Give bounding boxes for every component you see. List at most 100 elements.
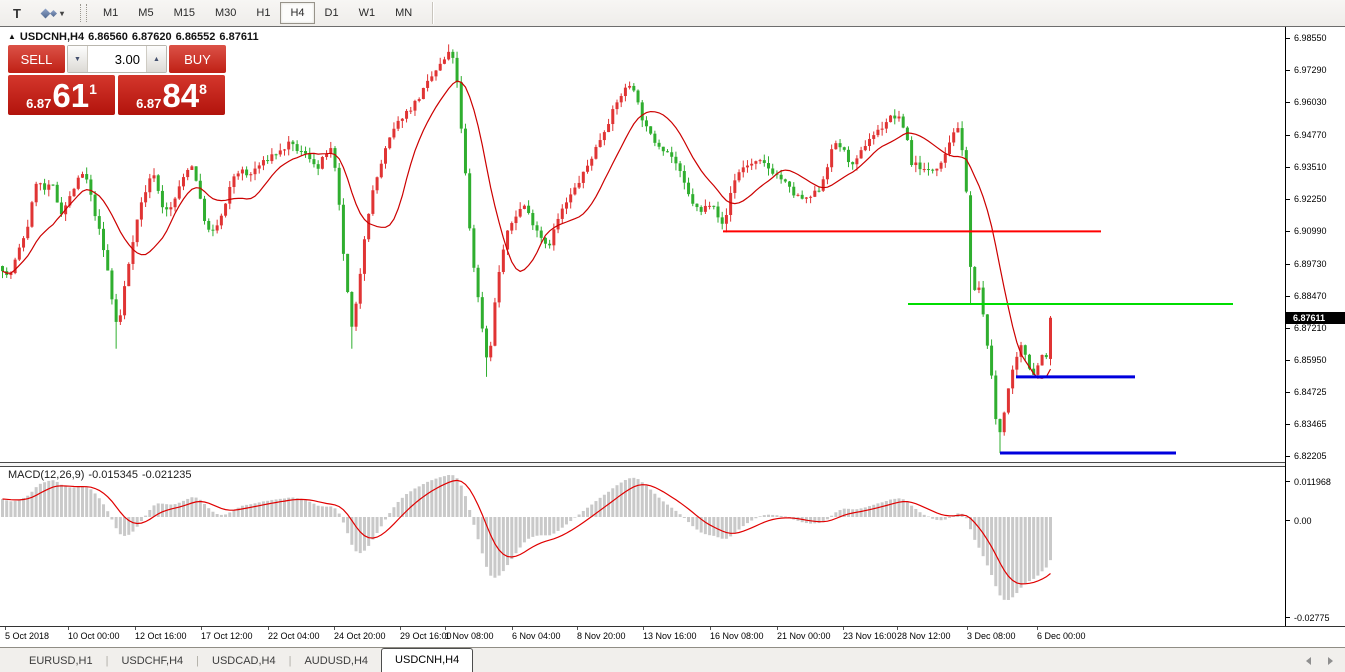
candlestick-series — [1, 44, 1052, 454]
volume-decrease-button[interactable]: ▼ — [68, 46, 88, 72]
open-value: 6.86560 — [88, 31, 128, 43]
time-tick-mark — [710, 627, 711, 630]
indicator-signal-value: -0.021235 — [141, 469, 192, 481]
macd-tick-label: 0.011968 — [1294, 477, 1331, 487]
price-tick-mark — [1286, 102, 1290, 104]
buy-price-pipette: 8 — [199, 81, 207, 97]
sell-price-pips: 61 — [52, 77, 90, 114]
chart-tab-usdcad[interactable]: USDCAD,H4 — [212, 655, 276, 667]
time-tick-label: 17 Oct 12:00 — [201, 631, 253, 641]
chart-tab-bar: EURUSD,H1 | USDCHF,H4 | USDCAD,H4 | AUDUSD,H4 U… — [0, 647, 1345, 672]
sell-button[interactable]: SELL — [8, 45, 65, 73]
buy-price-tile[interactable]: 6.87 84 8 — [118, 75, 225, 115]
price-tick-label: 6.88470 — [1294, 290, 1327, 301]
timeframe-button-d1[interactable]: D1 — [324, 7, 339, 19]
timeframe-button-m30[interactable]: M30 — [214, 7, 237, 19]
text-tool-icon[interactable]: T — [13, 5, 21, 21]
timeframe-button-m5[interactable]: M5 — [138, 7, 154, 19]
price-tick-label: 6.94770 — [1294, 129, 1327, 140]
toolbar: T ▾ M1 M5 M15 M30 H1 H4 D1 W1 MN — [0, 0, 1345, 27]
price-tick-mark — [1286, 328, 1290, 329]
volume-increase-button[interactable]: ▲ — [146, 46, 166, 72]
buy-price-base: 6.87 — [136, 96, 162, 111]
price-tick-label: 6.93510 — [1294, 161, 1327, 172]
chart-tab-usdcnh[interactable]: USDCNH,H4 — [381, 648, 474, 672]
price-tick-mark — [1286, 166, 1290, 168]
time-tick-label: 3 Dec 08:00 — [967, 631, 1016, 641]
collapse-panel-icon[interactable]: ▲ — [8, 32, 16, 41]
price-tick-mark — [1286, 295, 1290, 297]
timeframe-button-m15[interactable]: M15 — [173, 7, 195, 19]
timeframe-buttons: M1 M5 M15 M30 H1 H4 D1 W1 MN — [93, 2, 422, 24]
chart-tabs: EURUSD,H1 | USDCHF,H4 | USDCAD,H4 | AUDUSD,H4 U… — [16, 648, 474, 672]
sell-price-tile[interactable]: 6.87 61 1 — [8, 75, 115, 115]
arrows-tool-icon[interactable]: ▾ — [34, 2, 72, 24]
chart-header: ▲ USDCNH,H4 6.86560 6.87620 6.86552 6.87611 — [8, 31, 263, 43]
price-tick-mark — [1286, 456, 1290, 457]
time-tick-mark — [1037, 627, 1038, 630]
price-tick-mark — [1286, 391, 1290, 393]
price-axis[interactable]: 6.98550 6.97290 6.96030 6.94770 6.93510 6.922… — [1286, 27, 1345, 626]
buy-button[interactable]: BUY — [169, 45, 226, 73]
price-tick-label: 6.82205 — [1294, 451, 1327, 461]
timeframe-button-h4[interactable]: H4 — [280, 2, 315, 24]
time-tick-label: 23 Nov 16:00 — [843, 631, 897, 641]
close-value: 6.87611 — [219, 31, 259, 43]
timeframe-button-mn[interactable]: MN — [395, 7, 413, 19]
current-price-tag: 6.87611 — [1286, 311, 1345, 324]
time-tick-label: 21 Nov 00:00 — [777, 631, 831, 641]
price-chart[interactable] — [0, 27, 1285, 626]
time-tick-mark — [777, 627, 778, 630]
price-tick-label: 6.90990 — [1294, 226, 1327, 237]
chart-tab-eurusd[interactable]: EURUSD,H1 — [29, 655, 93, 667]
timeframe-button-w1[interactable]: W1 — [358, 7, 376, 19]
price-tick-label: 6.97290 — [1294, 65, 1327, 76]
pane-splitter[interactable] — [0, 466, 1345, 467]
price-tick-label: 6.98550 — [1294, 33, 1327, 43]
one-click-trading-panel: SELL ▼ 3.00 ▲ BUY 6.87 61 1 6.87 84 8 — [8, 45, 226, 115]
diamond-icon — [49, 9, 58, 17]
time-tick-label: 28 Nov 12:00 — [897, 631, 951, 641]
price-tick-label: 6.85950 — [1294, 355, 1327, 366]
time-tick-label: 1 Nov 08:00 — [445, 631, 494, 641]
symbol-period-label: USDCNH,H4 — [19, 31, 85, 43]
time-tick-mark — [135, 627, 136, 630]
pane-splitter[interactable] — [0, 462, 1345, 463]
chart-tab-audusd[interactable]: AUDUSD,H4 — [304, 655, 369, 667]
price-tick-mark — [1286, 199, 1290, 201]
price-tick-mark — [1286, 70, 1290, 72]
tabs-scroll-left-icon[interactable] — [1306, 657, 1311, 665]
time-tick-mark — [445, 627, 446, 630]
macd-tick-label: -0.02775 — [1294, 613, 1330, 623]
chevron-down-icon: ▾ — [59, 8, 64, 18]
time-tick-label: 24 Oct 20:00 — [334, 631, 386, 641]
time-tick-label: 22 Oct 04:00 — [268, 631, 320, 641]
chart-top-border — [0, 26, 1345, 27]
toolbar-grip[interactable] — [80, 4, 87, 22]
time-tick-mark — [843, 627, 844, 630]
time-tick-mark — [5, 627, 6, 630]
time-tick-mark — [334, 627, 335, 630]
macd-tick-mark — [1286, 617, 1290, 618]
time-tick-mark — [68, 627, 69, 630]
price-tick-label: 6.89730 — [1294, 258, 1327, 269]
sell-price-base: 6.87 — [26, 96, 52, 111]
time-tick-label: 12 Oct 16:00 — [135, 631, 187, 641]
chart-tab-usdchf[interactable]: USDCHF,H4 — [121, 655, 184, 667]
timeframe-button-m1[interactable]: M1 — [103, 7, 119, 19]
buy-price-pips: 84 — [162, 77, 200, 114]
time-axis[interactable]: 5 Oct 2018 10 Oct 00:00 12 Oct 16:00 17 Oct… — [0, 627, 1285, 646]
pane-splitter[interactable] — [0, 463, 1345, 466]
price-axis-border — [1285, 27, 1286, 626]
tabs-scroll-right-icon[interactable] — [1328, 657, 1333, 665]
price-tick-label: 6.83465 — [1294, 418, 1327, 429]
indicator-main-value: -0.015345 — [88, 469, 138, 481]
timeframe-button-h1[interactable]: H1 — [256, 7, 271, 19]
time-tick-mark — [643, 627, 644, 630]
time-axis-border — [0, 626, 1345, 627]
time-tick-label: 10 Oct 00:00 — [68, 631, 120, 641]
volume-input[interactable]: 3.00 — [114, 51, 140, 67]
indicator-label: MACD(12,26,9) -0.015345 -0.021235 — [8, 469, 196, 481]
macd-tick-mark — [1286, 481, 1290, 482]
